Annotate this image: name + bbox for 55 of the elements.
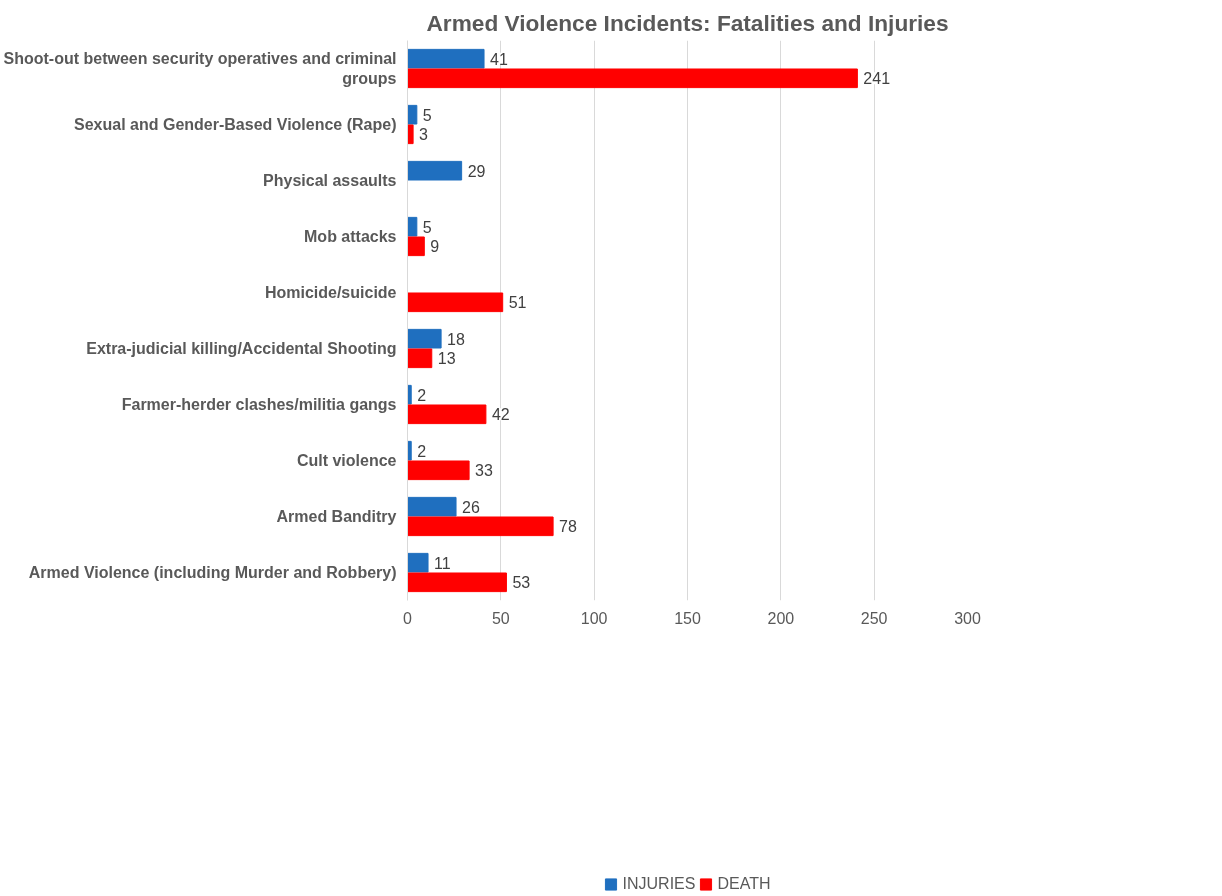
data-label: 5	[422, 218, 432, 236]
x-tick-label: 300	[954, 609, 981, 627]
bar	[407, 160, 463, 181]
bar	[407, 440, 412, 461]
y-tick-label: Shoot-out between security operatives and criminal groups	[3, 49, 397, 88]
bar	[407, 516, 554, 537]
y-tick-label: Homicide/suicide	[264, 284, 397, 301]
data-label: 41	[490, 50, 508, 68]
data-label: 3	[419, 126, 429, 144]
bar	[407, 292, 504, 313]
bar	[407, 572, 507, 593]
x-tick-label: 0	[403, 609, 413, 627]
x-tick-label: 150	[674, 609, 701, 627]
y-tick-label: Cult violence	[296, 452, 397, 469]
data-label: 5	[422, 106, 432, 124]
bar	[407, 348, 433, 369]
data-label: 11	[434, 554, 451, 572]
x-tick-label: 200	[767, 609, 795, 627]
y-tick-label: Sexual and Gender-Based Violence (Rape)	[74, 116, 397, 133]
bar	[407, 460, 470, 481]
data-label: 13	[437, 350, 456, 368]
x-tick-label: 50	[491, 609, 510, 627]
bar	[407, 496, 457, 517]
bar	[407, 552, 429, 573]
chart-title: Armed Violence Incidents: Fatalities and Injuries	[426, 9, 949, 36]
y-tick-label: Extra-judicial killing/Accidental Shooting	[86, 340, 397, 357]
y-tick-label: Farmer-herder clashes/militia gangs	[121, 396, 397, 413]
bar	[407, 328, 442, 349]
x-tick-label: 250	[860, 609, 888, 627]
bar	[407, 104, 418, 125]
bar	[407, 384, 412, 405]
data-label: 42	[491, 406, 510, 424]
data-label: 78	[559, 518, 577, 536]
y-tick-label: Mob attacks	[304, 228, 397, 245]
data-label: 51	[508, 294, 527, 312]
bar	[407, 68, 858, 89]
bar	[407, 236, 425, 257]
data-label: 53	[512, 574, 531, 592]
data-label: 241	[863, 70, 891, 88]
data-label: 9	[430, 238, 440, 256]
data-label: 33	[475, 462, 493, 480]
bar	[407, 48, 485, 69]
y-tick-label: Armed Banditry	[276, 508, 397, 525]
data-label: 2	[417, 386, 427, 404]
data-label: 2	[417, 442, 427, 460]
bar	[407, 404, 487, 425]
data-label: 26	[462, 498, 480, 516]
legend-label: INJURIES	[622, 875, 696, 893]
legend-label: DEATH	[717, 875, 771, 893]
y-tick-label: Armed Violence (including Murder and Robbery)	[28, 564, 397, 581]
y-tick-label: Physical assaults	[263, 172, 397, 189]
x-tick-label: 100	[580, 609, 608, 627]
data-label: 18	[447, 330, 465, 348]
data-label: 29	[467, 162, 486, 180]
bar	[407, 124, 414, 145]
